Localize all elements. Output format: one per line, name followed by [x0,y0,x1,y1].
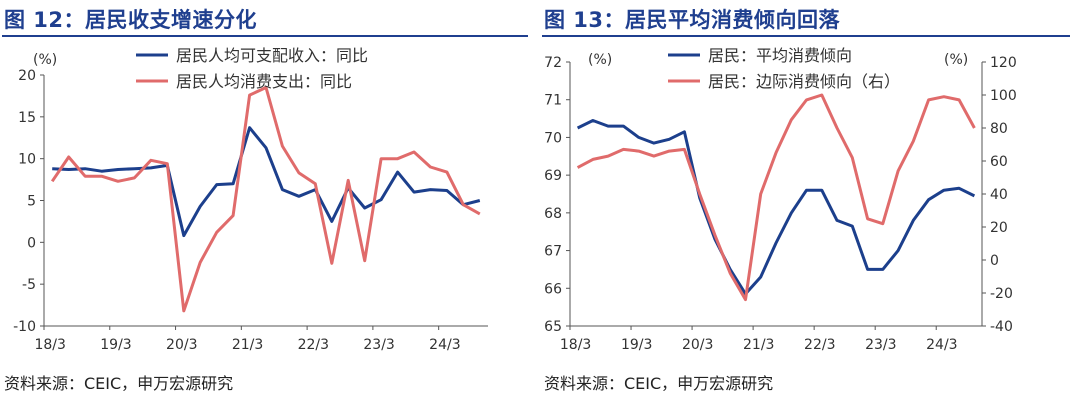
y-tick-label: 68 [544,206,562,222]
x-tick-label: 21/3 [743,337,774,353]
y-tick-label-right: -40 [990,319,1013,335]
legend-label-1: 居民：平均消费倾向 [708,46,852,65]
y-tick-label-right: 60 [990,154,1008,170]
y-tick-label: 0 [27,235,36,251]
y-tick-label: 69 [544,168,562,184]
source-note: 资料来源：CEIC，申万宏源研究 [4,374,234,393]
x-tick-label: 20/3 [682,337,713,353]
y-tick-label-right: 40 [990,187,1008,203]
series-line-2 [50,86,481,313]
chart-plot: 20 15 10 5 0 -5 -10 18/3 19/3 20/3 21/3 22/3 23/3 24/… [13,46,488,353]
title-rule [542,35,1070,37]
y-tick-label: 10 [18,152,36,168]
chart-panel-income-consumption: 图 12：居民收支增速分化 20 15 10 5 0 -5 -10 18/3 19/3 20/3 2… [0,0,530,400]
chart-plot: 72 71 70 69 68 67 66 65 120 100 80 60 40 20 0 -20 -40 18/… [544,46,1017,353]
y-tick-label: 66 [544,281,562,297]
x-tick-label: 24/3 [429,337,460,353]
y-tick-label: -10 [13,319,36,335]
legend-label-1: 居民人均可支配收入：同比 [176,46,368,65]
chart-title: 图 12：居民收支增速分化 [4,8,258,32]
y-tick-label: -5 [22,277,36,293]
x-tick-label: 23/3 [363,337,394,353]
y-tick-label: 5 [27,194,36,210]
x-tick-label: 22/3 [298,337,329,353]
x-tick-label: 21/3 [232,337,263,353]
y-unit-label-right: (%) [944,52,968,68]
y-unit-label-left: (%) [588,52,612,68]
y-tick-label-right: 80 [990,121,1008,137]
y-tick-label: 67 [544,244,562,260]
y-tick-label: 71 [544,93,562,109]
y-tick-label: 20 [18,68,36,84]
x-tick-label: 23/3 [865,337,896,353]
title-rule [2,35,528,37]
y-tick-label-right: 120 [990,55,1017,71]
x-tick-label: 22/3 [804,337,835,353]
legend-label-2: 居民人均消费支出：同比 [176,72,352,91]
series-line-1 [576,119,976,296]
chart-panel-consumption-propensity: 图 13：居民平均消费倾向回落 72 71 70 69 68 67 66 65 120 100 80… [540,0,1070,400]
series-line-2 [576,93,976,302]
source-note: 资料来源：CEIC，申万宏源研究 [544,374,774,393]
chart-title: 图 13：居民平均消费倾向回落 [544,8,841,32]
legend-label-2: 居民：边际消费倾向（右） [708,72,900,91]
y-tick-label-right: 100 [990,88,1017,104]
x-tick-label: 20/3 [166,337,197,353]
y-tick-label: 70 [544,130,562,146]
x-tick-label: 24/3 [926,337,957,353]
x-tick-label: 18/3 [560,337,591,353]
y-unit-label: (%) [33,52,57,68]
y-tick-label: 65 [544,319,562,335]
x-tick-label: 19/3 [621,337,652,353]
y-tick-label: 15 [18,110,36,126]
x-tick-label: 18/3 [34,337,65,353]
y-tick-label-right: 0 [990,253,999,269]
y-tick-label-right: 20 [990,220,1008,236]
y-tick-label: 72 [544,55,562,71]
series-line-1 [52,126,481,238]
x-tick-label: 19/3 [100,337,131,353]
y-tick-label-right: -20 [990,286,1013,302]
